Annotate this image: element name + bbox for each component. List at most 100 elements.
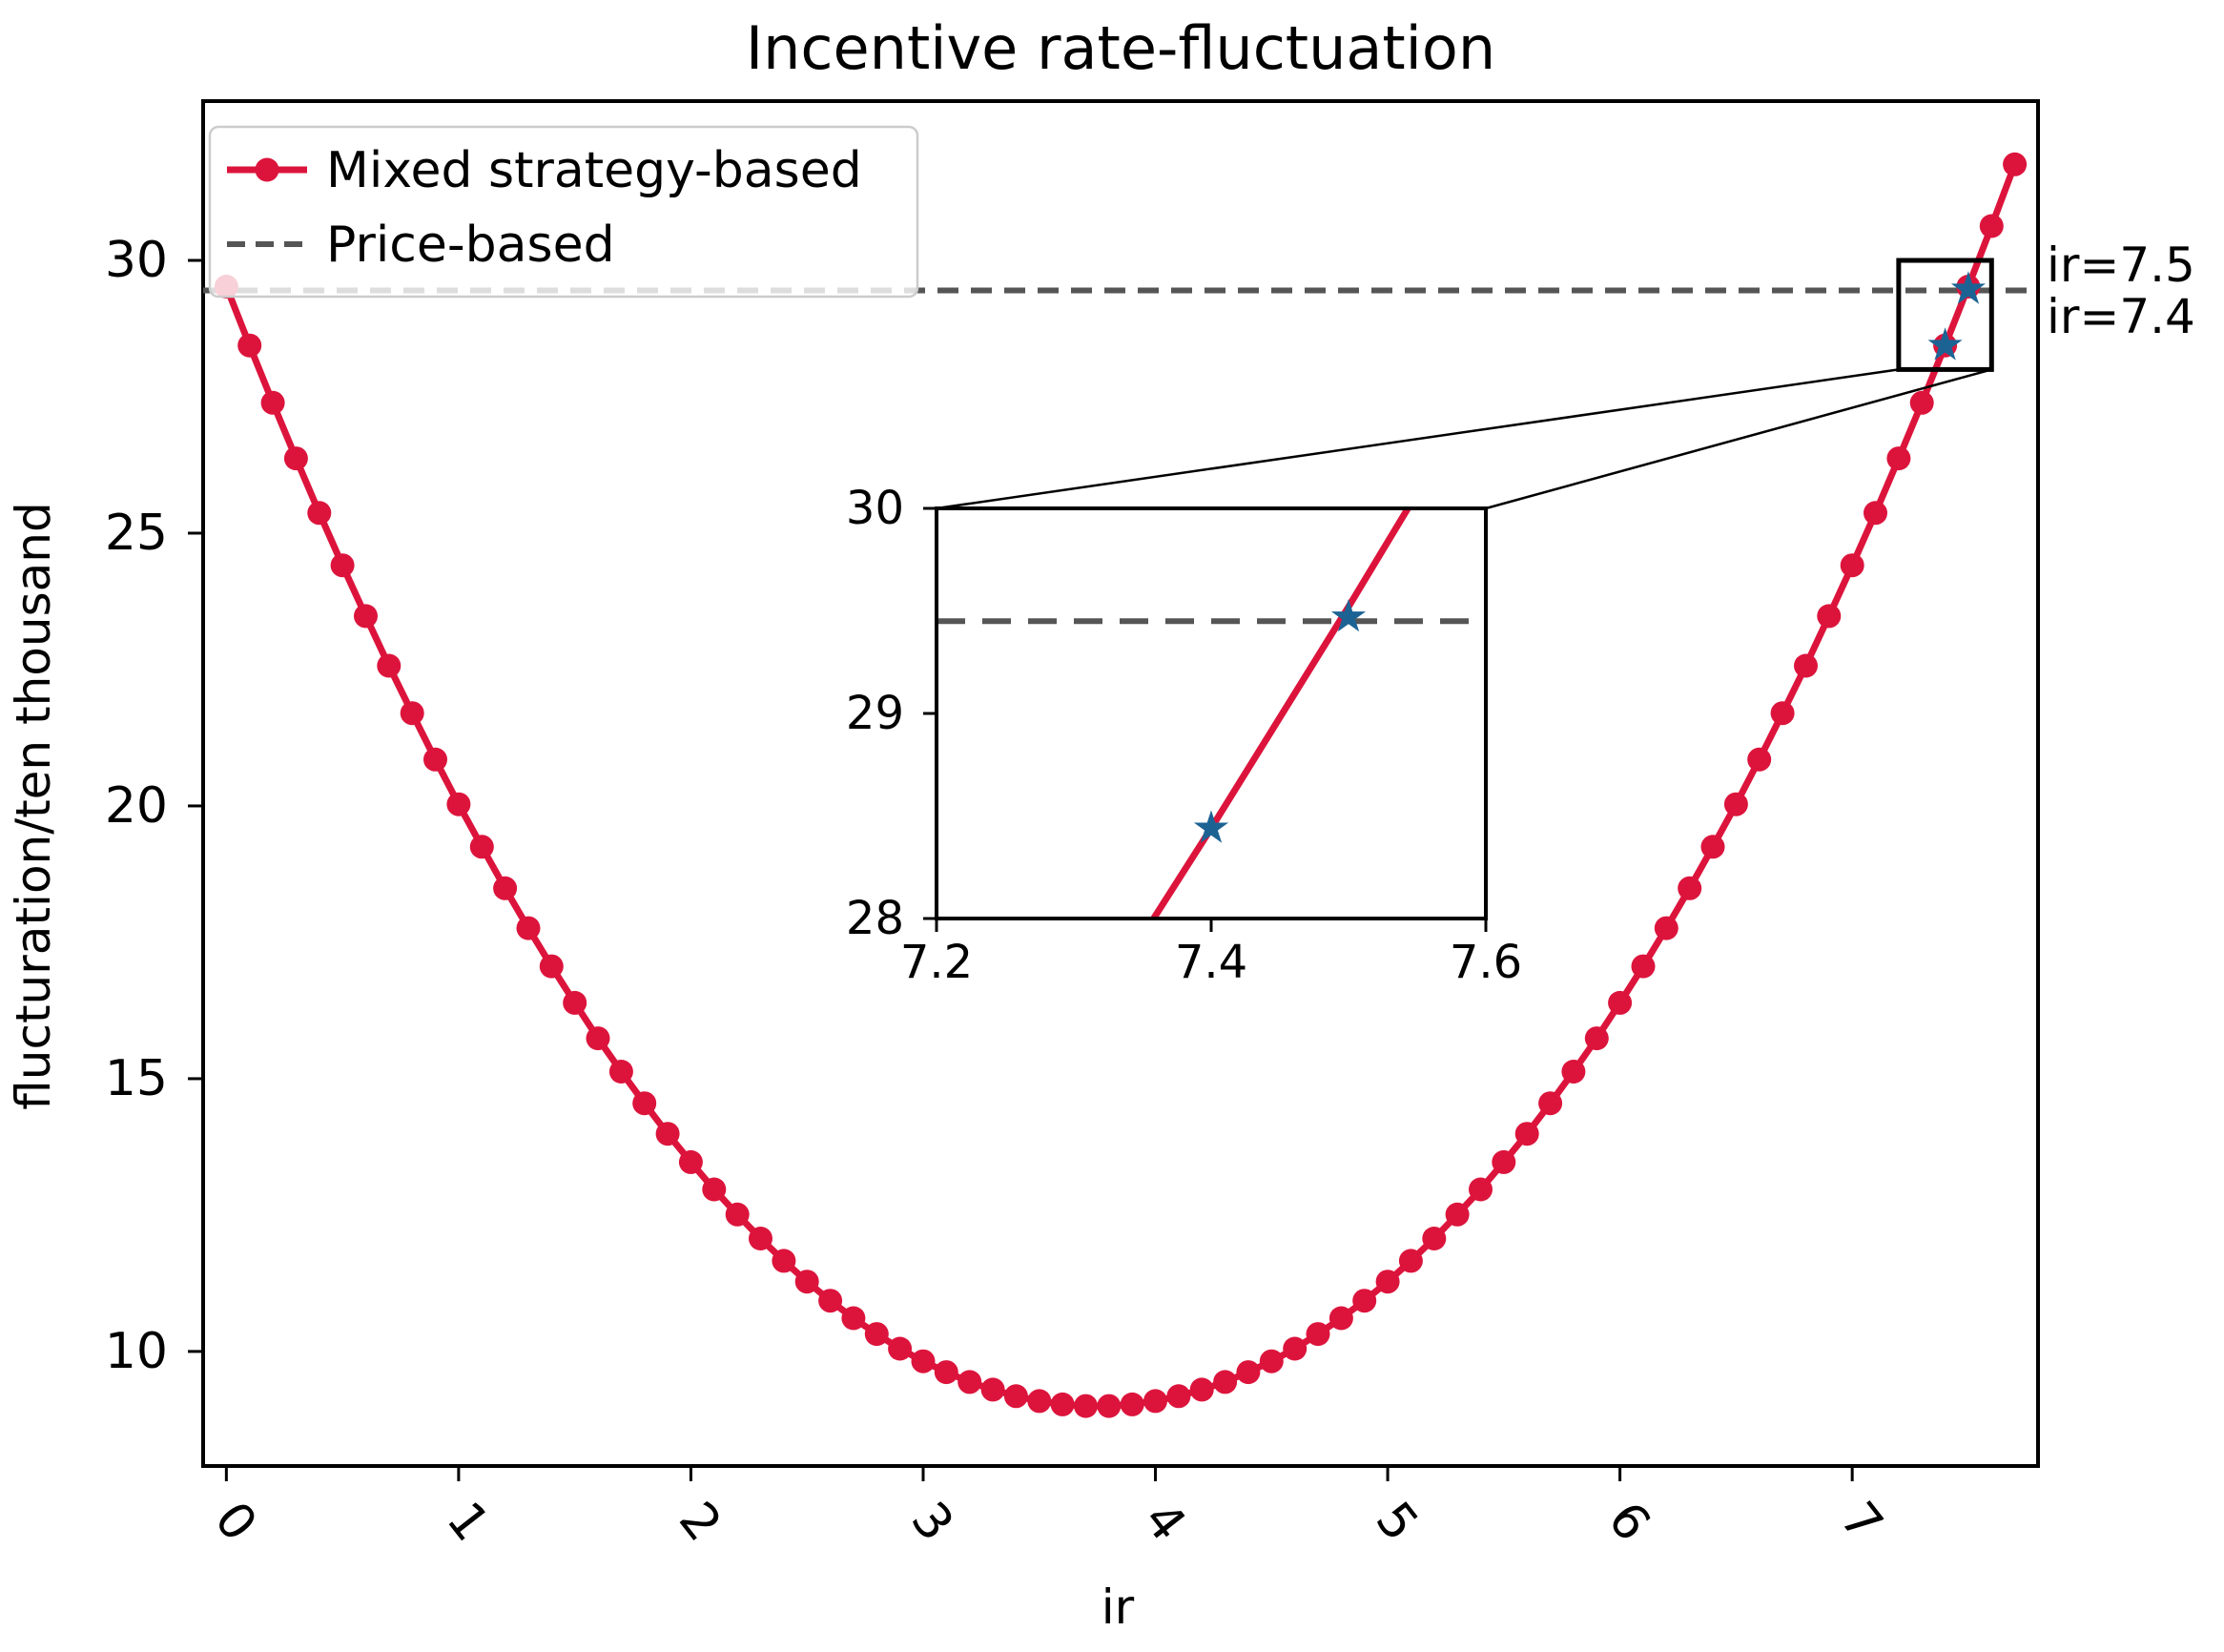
curve-point-marker xyxy=(1375,1270,1400,1294)
inset-x-tick-label: 7.2 xyxy=(900,936,973,989)
curve-point-marker xyxy=(1445,1202,1470,1227)
legend-label-mixed: Mixed strategy-based xyxy=(326,142,862,199)
curve-point-marker xyxy=(1166,1384,1191,1409)
inset-connector-line xyxy=(936,368,1900,510)
curve-point-marker xyxy=(1050,1392,1075,1416)
curve-point-marker xyxy=(1864,501,1887,526)
curve-point-marker xyxy=(1097,1394,1122,1418)
curve-point-marker xyxy=(1817,604,1842,629)
x-tick-label: 2 xyxy=(668,1492,732,1552)
curve-point-marker xyxy=(400,701,424,726)
curve-point-marker xyxy=(1398,1249,1423,1273)
legend: Mixed strategy-based Price-based xyxy=(208,125,919,299)
curve-point-marker xyxy=(1608,990,1633,1015)
curve-point-marker xyxy=(1328,1306,1353,1331)
curve-point-marker xyxy=(354,604,378,629)
curve-point-marker xyxy=(980,1377,1005,1402)
curve-point-marker xyxy=(1654,916,1678,940)
chart-title: Incentive rate-fluctuation xyxy=(746,13,1495,83)
curve-point-marker xyxy=(678,1149,703,1174)
curve-point-marker xyxy=(493,876,518,900)
curve-point-marker xyxy=(1678,876,1702,900)
curve-point-marker xyxy=(1723,792,1748,816)
curve-point-marker xyxy=(934,1360,958,1385)
curve-point-marker xyxy=(1143,1389,1167,1414)
curve-point-marker xyxy=(260,390,285,415)
curve-point-marker xyxy=(446,792,471,816)
curve-point-marker xyxy=(1584,1026,1609,1051)
x-tick-label: 4 xyxy=(1132,1492,1197,1552)
inset-axes: 7.2 7.4 7.6 28 29 30 xyxy=(846,482,1522,989)
y-tick-label: 30 xyxy=(105,232,168,289)
inset-y-tick-label: 28 xyxy=(846,892,904,945)
x-tick-label: 6 xyxy=(1596,1492,1661,1552)
curve-point-marker xyxy=(911,1349,936,1373)
curve-point-marker xyxy=(725,1202,750,1227)
curve-point-marker xyxy=(1514,1122,1539,1146)
curve-point-marker xyxy=(818,1289,843,1313)
curve-point-marker xyxy=(888,1336,913,1361)
y-tick-label: 25 xyxy=(105,505,168,562)
curve-point-marker xyxy=(423,747,447,772)
curve-point-marker xyxy=(772,1249,796,1273)
curve-point-marker xyxy=(586,1026,610,1051)
legend-marker-dot-icon xyxy=(255,157,279,182)
curve-point-marker xyxy=(1352,1289,1377,1313)
x-tick-label: 0 xyxy=(203,1492,268,1552)
y-tick-label: 15 xyxy=(105,1050,168,1107)
curve-point-marker xyxy=(1236,1360,1261,1385)
inset-y-tick-label: 30 xyxy=(846,482,904,535)
curve-point-marker xyxy=(377,653,402,678)
curve-point-marker xyxy=(1283,1336,1308,1361)
legend-label-price: Price-based xyxy=(326,217,615,274)
curve-point-marker xyxy=(283,446,308,471)
x-tick-label: 5 xyxy=(1365,1492,1430,1552)
zoom-region-rect xyxy=(1896,258,1994,372)
curve-point-marker xyxy=(1747,747,1772,772)
curve-point-marker xyxy=(749,1227,772,1250)
star-marker-icon xyxy=(1950,271,1986,304)
y-axis-label: flucturation/ten thousand xyxy=(6,502,61,1109)
curve-point-marker xyxy=(1492,1149,1516,1174)
curve-point-marker xyxy=(1306,1322,1330,1347)
curve-point-marker xyxy=(1909,390,1934,415)
y-tick-label: 20 xyxy=(105,777,168,835)
curve-point-marker xyxy=(794,1270,819,1294)
annotation-ir-7-4: ir=7.4 xyxy=(2047,289,2195,344)
curve-point-marker xyxy=(702,1177,727,1202)
curve-point-marker xyxy=(1213,1370,1238,1394)
inset-curve xyxy=(1149,508,1412,919)
inset-connector-line xyxy=(1485,368,1992,510)
curve-point-marker xyxy=(608,1060,633,1084)
inset-background xyxy=(937,508,1486,919)
curve-point-marker xyxy=(237,333,262,358)
curve-point-marker xyxy=(1794,653,1818,678)
curve-point-marker xyxy=(563,990,587,1015)
annotation-ir-7-5: ir=7.5 xyxy=(2047,237,2195,293)
x-axis-label: ir xyxy=(1102,1580,1135,1635)
curve-point-marker xyxy=(1422,1227,1447,1250)
inset-y-tick-label: 29 xyxy=(846,687,904,740)
curve-point-marker xyxy=(841,1306,866,1331)
inset-x-tick-label: 7.4 xyxy=(1175,936,1247,989)
curve-point-marker xyxy=(2003,152,2028,176)
x-tick-label: 3 xyxy=(900,1492,965,1552)
curve-point-marker xyxy=(1259,1349,1284,1373)
curve-point-marker xyxy=(1074,1394,1098,1418)
curve-point-marker xyxy=(469,835,494,859)
curve-point-marker xyxy=(864,1322,889,1347)
curve-point-marker xyxy=(307,501,332,526)
curve-point-marker xyxy=(539,954,564,979)
curve-point-marker xyxy=(1003,1384,1028,1409)
curve-point-marker xyxy=(1561,1060,1586,1084)
star-marker-icon xyxy=(1927,327,1963,361)
main-axes-spines xyxy=(201,99,2040,1468)
curve-point-marker xyxy=(1120,1392,1144,1416)
curve-point-marker xyxy=(516,916,541,940)
inset-content xyxy=(937,508,1486,919)
curve-point-marker xyxy=(1770,701,1795,726)
curve-point-marker xyxy=(1189,1377,1214,1402)
x-tick-label: 7 xyxy=(1829,1492,1894,1552)
